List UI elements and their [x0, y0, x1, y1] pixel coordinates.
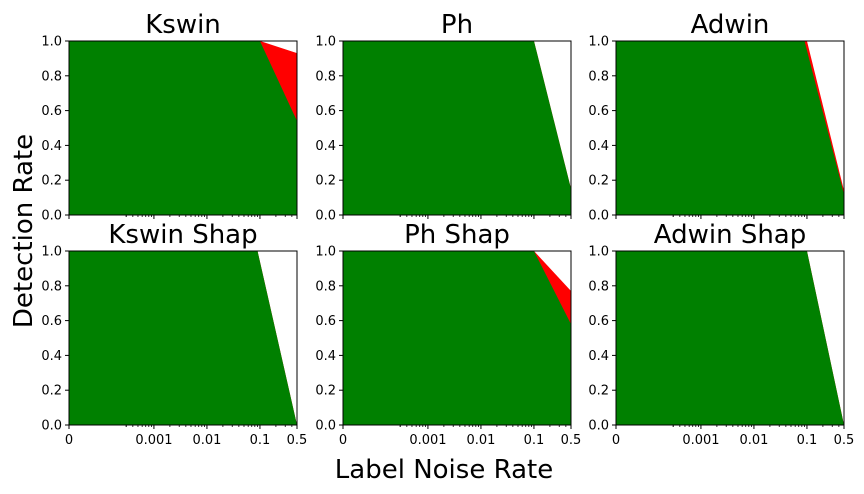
- panel-1: Kswin 0.0 0.2 0.4 0.6 0.8 1.0: [41, 10, 297, 224]
- y-tick-label: 0.4: [588, 349, 609, 364]
- x-tick-label: 0.5: [561, 433, 582, 448]
- y-tick-label: 0.0: [588, 209, 609, 224]
- x-tick-label: 0: [65, 433, 73, 448]
- area-green: [69, 41, 297, 215]
- y-tick-label: 0.4: [315, 349, 336, 364]
- panel-2: Ph 0.0 0.2 0.4 0.6 0.8 1.0: [315, 10, 571, 224]
- x-tick-label: 0.01: [739, 433, 768, 448]
- y-tick-label: 0.0: [41, 419, 62, 434]
- x-tick-label: 0.1: [250, 433, 271, 448]
- y-tick-label: 0.2: [588, 384, 609, 399]
- panel-title: Kswin: [145, 10, 221, 40]
- panel-title: Ph Shap: [404, 220, 510, 250]
- x-tick-label: 0.5: [834, 433, 855, 448]
- y-tick-label: 0.6: [588, 314, 609, 329]
- y-tick-label: 1.0: [315, 35, 336, 50]
- y-tick-label: 0.8: [41, 69, 62, 84]
- panel-title: Adwin: [691, 10, 770, 40]
- x-tick-label: 0.1: [797, 433, 818, 448]
- x-tick-label: 0.1: [524, 433, 545, 448]
- y-tick-label: 0.6: [315, 314, 336, 329]
- y-tick-label: 0.2: [41, 384, 62, 399]
- x-axis-label: Label Noise Rate: [335, 455, 553, 485]
- x-tick-label: 0.5: [287, 433, 308, 448]
- x-tick-label: 0.001: [409, 433, 446, 448]
- y-tick-label: 0.6: [315, 104, 336, 119]
- y-tick-label: 1.0: [315, 245, 336, 260]
- x-tick-label: 0.01: [192, 433, 221, 448]
- x-tick-label: 0.001: [135, 433, 172, 448]
- x-tick-label: 0: [339, 433, 347, 448]
- y-tick-label: 0.4: [588, 139, 609, 154]
- y-tick-label: 0.8: [315, 279, 336, 294]
- y-tick-label: 0.0: [315, 419, 336, 434]
- y-tick-label: 0.2: [41, 174, 62, 189]
- y-tick-label: 0.8: [315, 69, 336, 84]
- x-tick-label: 0.01: [466, 433, 495, 448]
- y-tick-label: 0.2: [315, 174, 336, 189]
- y-tick-label: 0.0: [588, 419, 609, 434]
- y-tick-label: 1.0: [41, 35, 62, 50]
- y-tick-label: 1.0: [41, 245, 62, 260]
- y-tick-label: 0.2: [315, 384, 336, 399]
- area-green: [343, 251, 571, 425]
- y-tick-label: 0.6: [41, 104, 62, 119]
- area-green: [616, 251, 844, 425]
- panel-3: Adwin 0.0 0.2 0.4 0.6 0.8 1.0: [588, 10, 844, 224]
- panel-title: Kswin Shap: [108, 220, 257, 250]
- y-tick-label: 0.8: [588, 69, 609, 84]
- y-tick-label: 0.4: [315, 139, 336, 154]
- y-tick-label: 0.6: [588, 104, 609, 119]
- y-tick-label: 0.4: [41, 139, 62, 154]
- y-tick-label: 0.8: [588, 279, 609, 294]
- x-tick-label: 0: [612, 433, 620, 448]
- x-tick-label: 0.001: [682, 433, 719, 448]
- area-green: [343, 41, 571, 215]
- area-green: [69, 251, 297, 425]
- y-tick-label: 0.4: [41, 349, 62, 364]
- panel-title: Ph: [441, 10, 473, 40]
- y-tick-label: 0.2: [588, 174, 609, 189]
- y-tick-label: 0.6: [41, 314, 62, 329]
- y-tick-label: 1.0: [588, 245, 609, 260]
- y-tick-label: 1.0: [588, 35, 609, 50]
- panel-title: Adwin Shap: [654, 220, 806, 250]
- y-tick-label: 0.0: [41, 209, 62, 224]
- panels: Kswin 0.0 0.2 0.4 0.6 0.8 1.0 Ph 0.0 0.2 0.4 0.6 0.8…: [41, 10, 854, 448]
- area-green: [616, 41, 844, 215]
- y-tick-label: 0.8: [41, 279, 62, 294]
- y-tick-label: 0.0: [315, 209, 336, 224]
- y-axis-label: Detection Rate: [9, 134, 39, 328]
